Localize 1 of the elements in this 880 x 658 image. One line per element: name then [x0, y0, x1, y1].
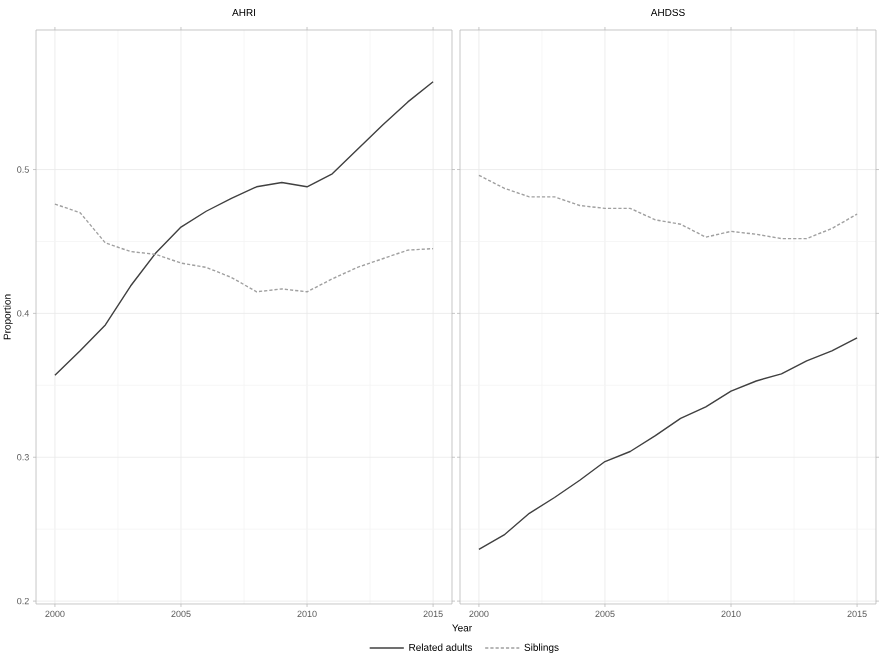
- line-series: [54, 203, 434, 293]
